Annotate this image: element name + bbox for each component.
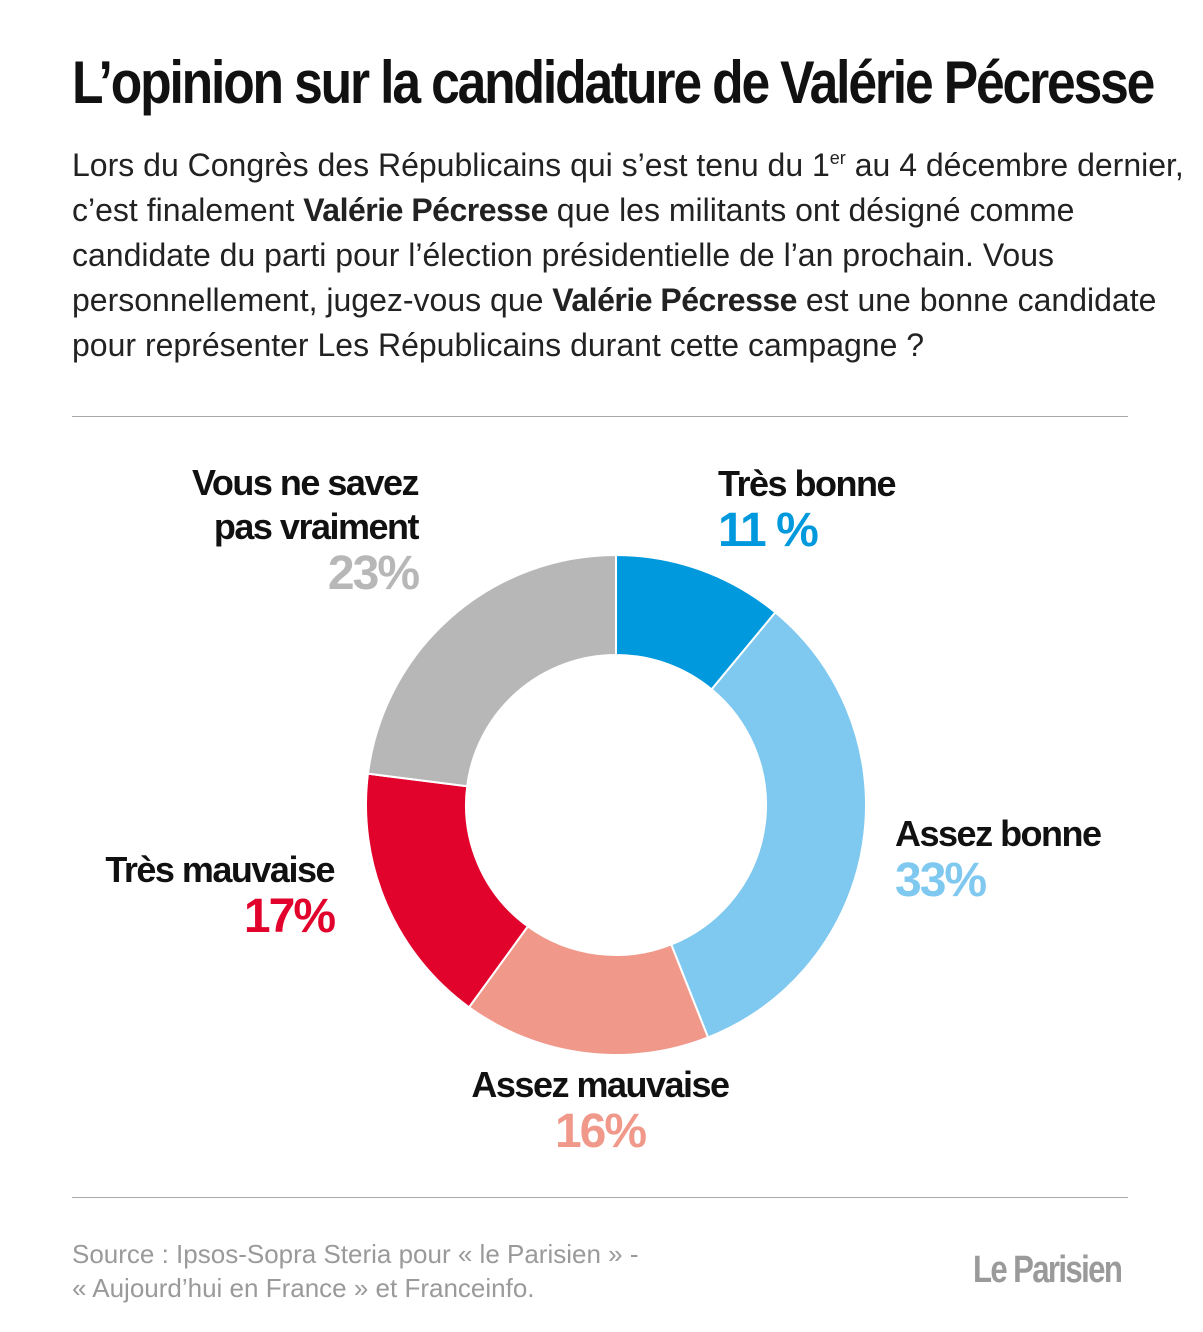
- value-tres-mauvaise: 17%: [243, 890, 336, 943]
- intro-bold-name-2: Valérie Pécresse: [552, 282, 797, 318]
- intro-bold-name-1: Valérie Pécresse: [303, 192, 548, 228]
- value-tres-bonne: 11 %: [718, 504, 819, 557]
- intro-text: Lors du Congrès des Républicains qui s’e…: [72, 143, 1197, 368]
- label-assez-bonne: Assez bonne: [895, 813, 1102, 854]
- slice-assez-bonne: [669, 610, 867, 1039]
- value-vous-ne-savez-pas-vraiment: 23%: [327, 547, 420, 600]
- le-parisien-logo: Le Parisien: [973, 1249, 1123, 1291]
- slice-vous-ne-savez-pas-vraiment: [366, 553, 617, 788]
- intro-part-4: est une bonne candidate pour représenter…: [72, 282, 1157, 363]
- bottom-divider: [72, 1197, 1128, 1198]
- label-tres-bonne: Très bonne: [718, 463, 897, 504]
- label-vous-ne-savez-pas-vraiment-line-2: pas vraiment: [213, 506, 420, 547]
- chart-title: L’opinion sur la candidature de Valérie …: [72, 49, 1155, 116]
- intro-part-2: au 4 décembre dernier, c’est finalement: [72, 147, 1184, 228]
- value-assez-mauvaise: 16%: [554, 1105, 647, 1158]
- source-line-2: « Aujourd’hui en France » et Franceinfo.: [72, 1273, 535, 1303]
- top-divider: [72, 416, 1128, 417]
- source-line-1: Source : Ipsos-Sopra Steria pour « le Pa…: [72, 1239, 639, 1269]
- slice-assez-mauvaise: [467, 924, 710, 1056]
- intro-superscript: er: [829, 148, 846, 168]
- label-tres-mauvaise: Très mauvaise: [105, 849, 335, 890]
- value-assez-bonne: 33%: [895, 854, 987, 907]
- label-vous-ne-savez-pas-vraiment-line-1: Vous ne savez: [192, 462, 419, 503]
- label-assez-mauvaise: Assez mauvaise: [471, 1064, 730, 1105]
- source-note: Source : Ipsos-Sopra Steria pour « le Pa…: [72, 1237, 639, 1305]
- slice-tres-mauvaise: [365, 772, 530, 1009]
- intro-part-3: que les militants ont désigné comme cand…: [72, 192, 1075, 318]
- intro-part-1: Lors du Congrès des Républicains qui s’e…: [72, 147, 830, 183]
